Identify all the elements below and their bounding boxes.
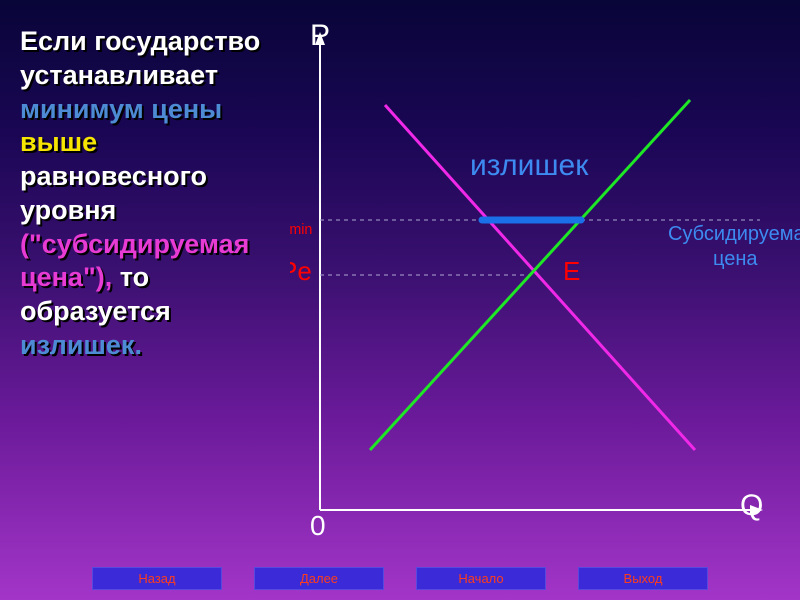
svg-text:Pmin: Pmin <box>290 204 312 238</box>
text-seg4: равновесного уровня <box>20 161 207 225</box>
svg-text:P: P <box>310 20 330 52</box>
explanation-text: Если государство устанавливает минимум ц… <box>20 25 280 363</box>
exit-button[interactable]: Выход <box>578 567 708 590</box>
svg-text:E: E <box>563 256 580 286</box>
svg-text:0: 0 <box>310 510 326 541</box>
supply-demand-chart: P Q 0 Pe Pmin Eизлишек Субсидируемая цена <box>290 20 800 550</box>
svg-text:Pe: Pe <box>290 256 312 286</box>
back-button[interactable]: Назад <box>92 567 222 590</box>
svg-text:излишек: излишек <box>470 149 589 182</box>
text-seg1: Если государство устанавливает <box>20 26 260 90</box>
svg-text:Субсидируемая: Субсидируемая <box>668 223 800 245</box>
home-button[interactable]: Начало <box>416 567 546 590</box>
next-button[interactable]: Далее <box>254 567 384 590</box>
text-seg3: выше <box>20 127 97 157</box>
text-seg2: минимум цены <box>20 94 222 124</box>
nav-bar: Назад Далее Начало Выход <box>0 567 800 590</box>
svg-text:Q: Q <box>740 489 763 522</box>
text-seg7: излишек. <box>20 330 142 360</box>
svg-text:цена: цена <box>713 248 758 270</box>
